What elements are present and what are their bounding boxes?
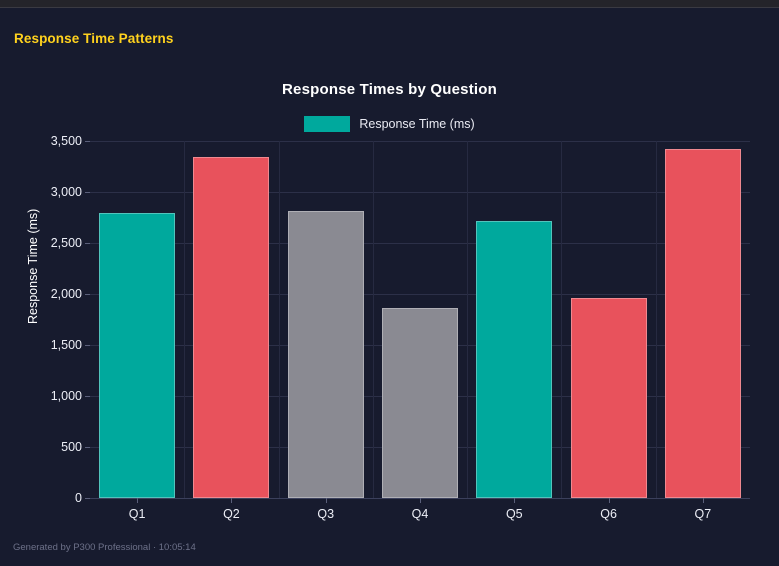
plot-area: 0 500 1,000 1,500 2,000 2,500 3,000 3,500 Q1 Q2 Q… — [51, 134, 750, 521]
chart-legend: Response Time (ms) — [0, 116, 779, 132]
bar-q7[interactable] — [664, 149, 741, 498]
x-axis-tick-mark — [420, 498, 421, 503]
legend-swatch-response-time — [304, 116, 351, 132]
bar-q5[interactable] — [476, 220, 553, 498]
x-axis-tick-mark — [325, 498, 327, 503]
y-axis-tick-mark — [85, 447, 90, 448]
bar-q3[interactable] — [287, 211, 364, 498]
x-axis-tick-label-q4: Q4 — [411, 507, 429, 521]
y-axis-tick-mark — [85, 243, 90, 244]
y-axis-tick-label: 2,500 — [50, 236, 82, 250]
x-axis-tick-label-q7: Q7 — [694, 507, 712, 521]
x-axis-tick-label-q2: Q2 — [223, 507, 240, 521]
x-axis-tick-mark — [702, 498, 704, 503]
x-axis-tick-label-q6: Q6 — [600, 507, 617, 521]
grid-line — [90, 243, 750, 244]
x-axis-tick-label-q1: Q1 — [128, 507, 146, 521]
x-axis-tick-mark — [608, 498, 610, 503]
vertical-grid-line — [561, 141, 563, 498]
y-axis-tick-label: 3,500 — [50, 134, 82, 148]
y-axis-title: Response Time (ms) — [26, 208, 40, 324]
x-axis-tick-mark — [514, 498, 516, 503]
page-title: Response Time Patterns — [14, 31, 174, 46]
legend-label-response-time: Response Time (ms) — [359, 117, 475, 131]
bar-q6[interactable] — [570, 298, 647, 498]
y-axis-tick-label: 2,000 — [50, 287, 82, 301]
chart-title: Response Times by Question — [282, 81, 497, 98]
bar-series — [90, 141, 750, 498]
y-axis-tick-mark — [85, 192, 90, 193]
y-axis-tick-label: 3,000 — [50, 185, 82, 199]
vertical-grid-line — [184, 141, 186, 498]
x-axis-tick-label-q5: Q5 — [505, 507, 523, 521]
y-axis-tick-label: 1,500 — [50, 338, 82, 352]
grid-line — [90, 141, 750, 142]
y-axis-tick-label: 1,000 — [50, 389, 82, 403]
x-axis-tick-mark — [137, 498, 139, 503]
y-axis-tick-label: 500 — [61, 440, 82, 454]
bar-q1[interactable] — [99, 213, 176, 498]
grid-line — [90, 192, 750, 193]
y-axis-tick-mark — [85, 294, 90, 295]
window-top-divider — [0, 7, 779, 8]
footer-generated-by: Generated by P300 Professional · 10:05:1… — [13, 542, 196, 553]
y-axis-tick-mark — [85, 498, 90, 499]
grid-line — [90, 294, 750, 295]
y-axis-tick-mark — [85, 141, 90, 142]
vertical-grid-line — [278, 141, 280, 498]
vertical-grid-line — [372, 141, 374, 498]
vertical-grid-line — [467, 141, 469, 498]
y-axis-tick-label: 0 — [75, 491, 82, 505]
window-top-strip — [0, 0, 779, 8]
y-axis-tick-mark — [85, 345, 90, 346]
bar-q4[interactable] — [382, 308, 458, 498]
chart-panel: Response Times by Question Response Time… — [0, 60, 779, 535]
bar-q2[interactable] — [193, 157, 270, 498]
x-axis-tick-label-q3: Q3 — [317, 507, 335, 521]
vertical-grid-line — [655, 141, 657, 498]
x-axis-tick-mark — [231, 498, 233, 503]
y-axis-tick-mark — [85, 396, 90, 397]
